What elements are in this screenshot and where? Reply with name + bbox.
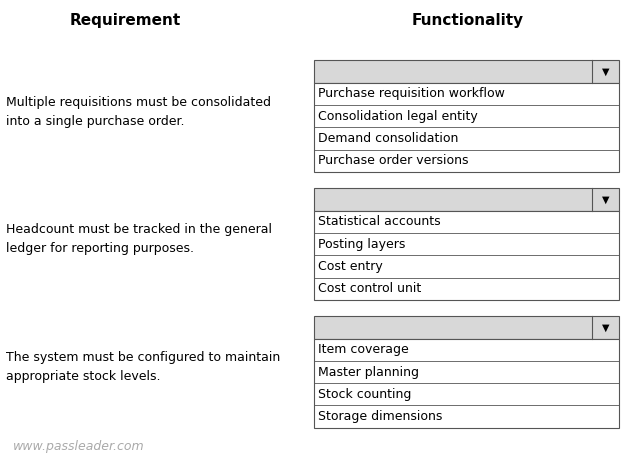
- Text: Cost control unit: Cost control unit: [318, 282, 421, 295]
- Bar: [314, 316, 619, 339]
- Text: Multiple requisitions must be consolidated
into a single purchase order.: Multiple requisitions must be consolidat…: [6, 96, 271, 127]
- Bar: [314, 188, 619, 211]
- Text: Purchase requisition workflow: Purchase requisition workflow: [318, 87, 506, 100]
- Text: Stock counting: Stock counting: [318, 388, 412, 401]
- Text: Demand consolidation: Demand consolidation: [318, 132, 459, 145]
- Text: Cost entry: Cost entry: [318, 260, 383, 273]
- Bar: [314, 83, 619, 172]
- Text: www.passleader.com: www.passleader.com: [13, 440, 144, 453]
- Text: Posting layers: Posting layers: [318, 238, 406, 251]
- Text: Statistical accounts: Statistical accounts: [318, 215, 441, 228]
- Text: Requirement: Requirement: [70, 13, 181, 28]
- Text: Storage dimensions: Storage dimensions: [318, 410, 443, 423]
- Text: Headcount must be tracked in the general
ledger for reporting purposes.: Headcount must be tracked in the general…: [6, 224, 273, 255]
- Text: Item coverage: Item coverage: [318, 343, 409, 356]
- Text: ▼: ▼: [602, 194, 609, 205]
- Text: ▼: ▼: [602, 66, 609, 77]
- Text: Purchase order versions: Purchase order versions: [318, 154, 469, 167]
- Bar: [314, 211, 619, 300]
- Bar: [314, 339, 619, 428]
- Text: Consolidation legal entity: Consolidation legal entity: [318, 110, 478, 123]
- Text: The system must be configured to maintain
appropriate stock levels.: The system must be configured to maintai…: [6, 352, 281, 383]
- Text: Functionality: Functionality: [412, 13, 524, 28]
- Bar: [314, 60, 619, 83]
- Text: Master planning: Master planning: [318, 365, 420, 379]
- Text: ▼: ▼: [602, 322, 609, 332]
